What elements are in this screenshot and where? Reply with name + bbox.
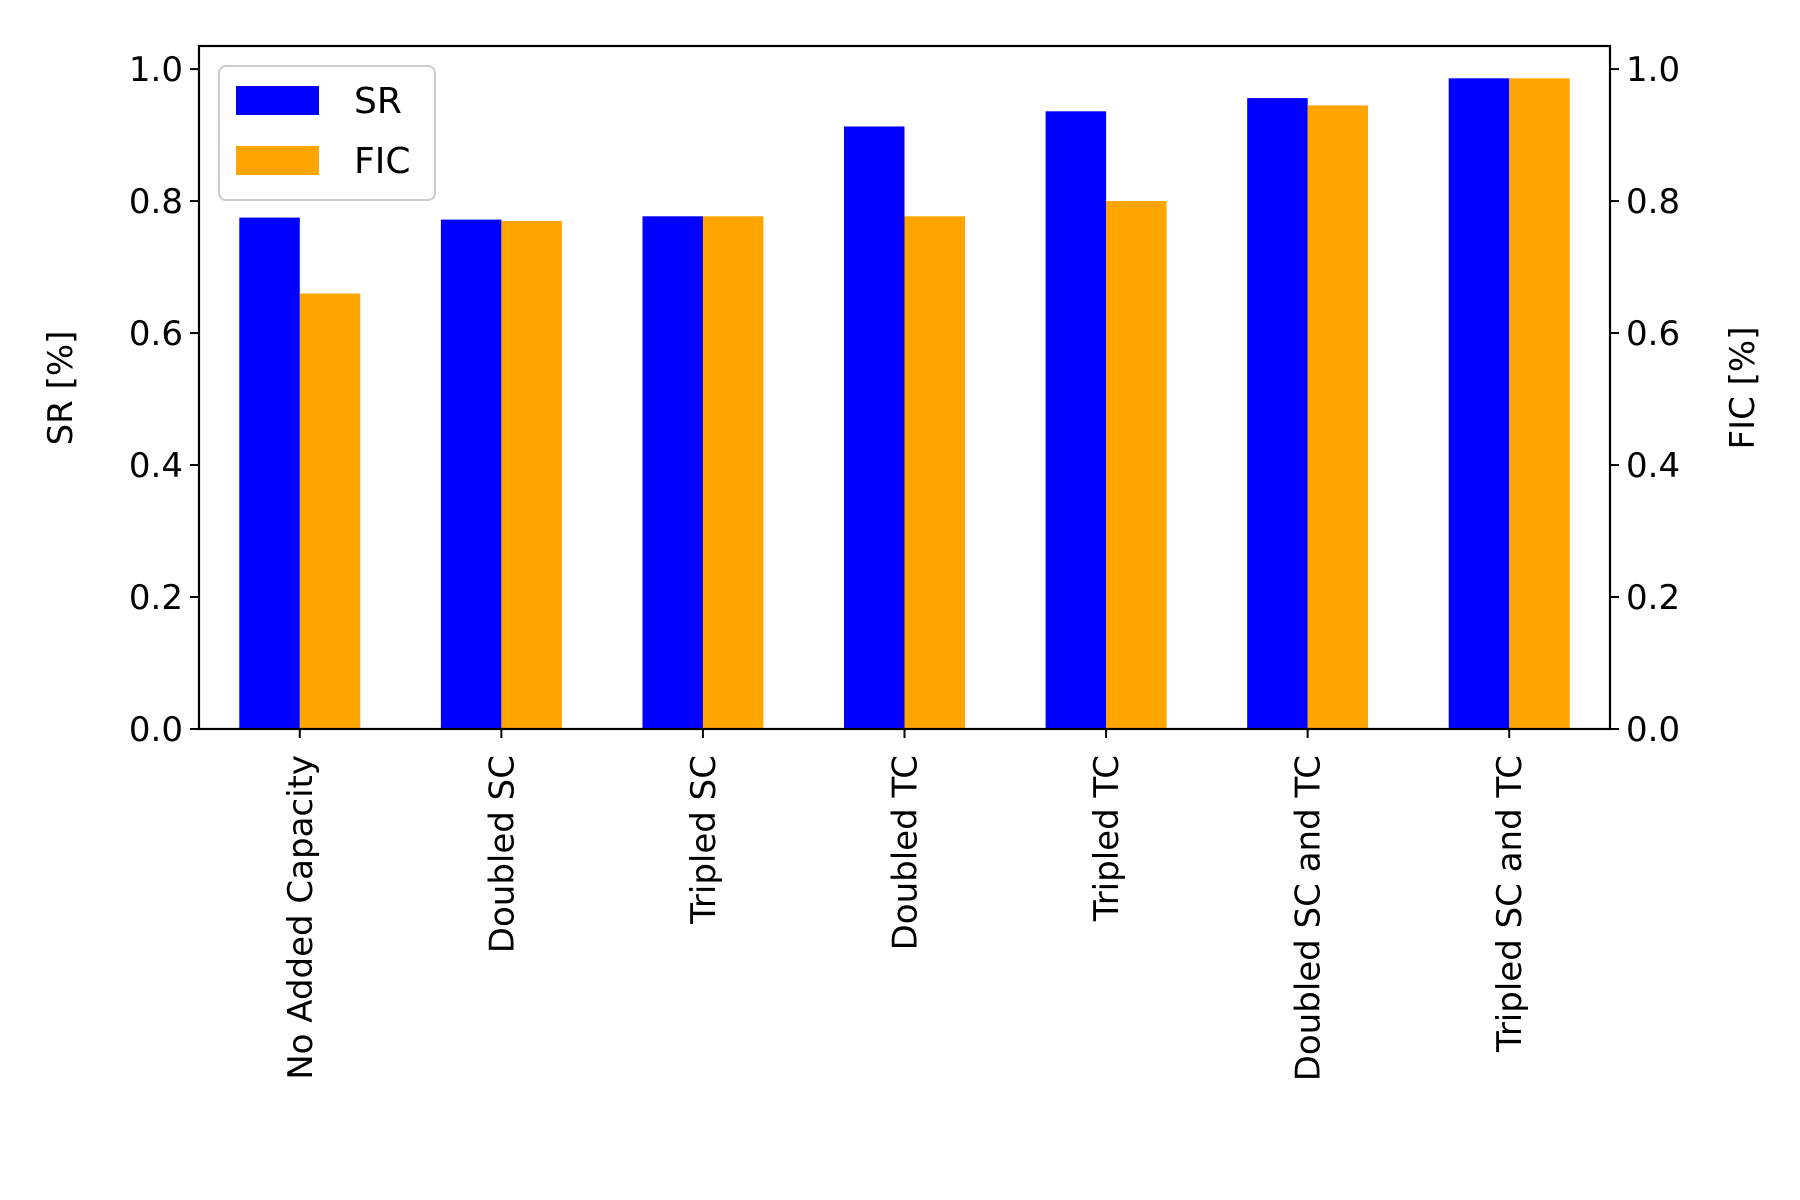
legend-label-sr: SR	[354, 81, 402, 122]
x-tick-label: Tripled TC	[1087, 755, 1127, 922]
legend: SR FIC	[218, 65, 436, 201]
bar-fic-2	[501, 220, 562, 729]
bar-sr-4	[844, 126, 905, 729]
right-tick-label: 1.0	[1626, 50, 1680, 90]
legend-swatch-sr	[236, 86, 319, 115]
left-tick-label: 1.0	[129, 50, 183, 90]
bar-sr-5	[1045, 111, 1107, 730]
left-y-axis: 0.0 0.2 0.4 0.6 0.8 1.0	[129, 50, 199, 750]
x-tick-label: No Added Capacity	[281, 755, 321, 1080]
bar-fic-6	[1307, 105, 1369, 729]
bar-sr-2	[440, 219, 502, 729]
right-tick-label: 0.6	[1626, 314, 1680, 354]
bar-sr-1	[239, 217, 300, 729]
bar-fic-3	[702, 216, 764, 730]
left-tick-label: 0.0	[129, 710, 183, 750]
bars-group	[239, 78, 1570, 730]
bar-fic-5	[1106, 201, 1167, 730]
right-tick-label: 0.8	[1626, 182, 1680, 222]
bar-sr-6	[1247, 98, 1308, 730]
bar-sr-7	[1448, 78, 1510, 730]
left-y-axis-label: SR [%]	[41, 331, 81, 446]
bar-sr-3	[642, 216, 703, 730]
x-tick-label: Doubled TC	[886, 755, 926, 950]
right-tick-label: 0.2	[1626, 578, 1680, 618]
left-tick-label: 0.6	[129, 314, 183, 354]
bar-fic-4	[904, 216, 965, 730]
x-tick-label: Doubled SC and TC	[1289, 755, 1329, 1081]
right-y-axis: 0.0 0.2 0.4 0.6 0.8 1.0	[1610, 50, 1680, 750]
right-tick-label: 0.4	[1626, 446, 1680, 486]
right-y-axis-label: FIC [%]	[1723, 327, 1763, 450]
legend-label-fic: FIC	[354, 141, 410, 182]
left-tick-label: 0.8	[129, 182, 183, 222]
x-tick-label: Tripled SC and TC	[1490, 755, 1530, 1053]
x-tick-label: Tripled SC	[684, 755, 724, 925]
bar-fic-7	[1509, 78, 1570, 730]
legend-swatch-fic	[236, 146, 319, 175]
x-tick-label: Doubled SC	[482, 755, 522, 953]
left-tick-label: 0.4	[129, 446, 183, 486]
x-axis: No Added Capacity Doubled SC Tripled SC Dou…	[281, 729, 1530, 1081]
right-tick-label: 0.0	[1626, 710, 1680, 750]
bar-fic-1	[299, 293, 361, 729]
left-tick-label: 0.2	[129, 578, 183, 618]
